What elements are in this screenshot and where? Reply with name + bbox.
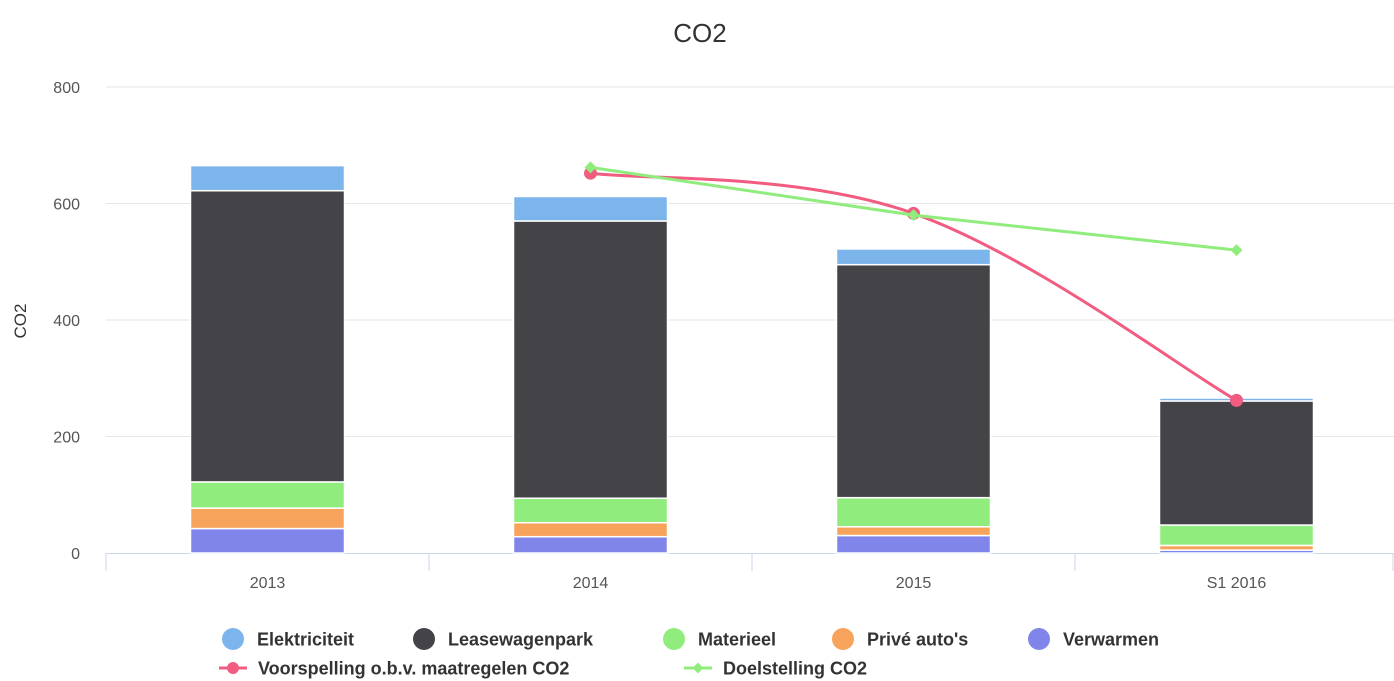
x-tick-label: 2013 [250, 575, 286, 592]
legend-symbol [692, 662, 704, 674]
bar-elektriciteit [512, 195, 669, 222]
point-doelstelling-co2 [584, 161, 597, 174]
legend[interactable]: Elektriciteit Leasewagenpark Materieel Priv… [219, 628, 1159, 679]
point-doelstelling-co2 [1230, 244, 1243, 257]
legend-label: Voorspelling o.b.v. maatregelen CO2 [258, 659, 569, 679]
bar-leasewagenpark [189, 189, 346, 483]
y-tick-label: 200 [53, 430, 80, 447]
bar-verwarmen [835, 534, 992, 554]
bar-leasewagenpark [512, 220, 669, 499]
y-tick-label: 400 [53, 313, 80, 330]
bar-elektriciteit [189, 164, 346, 192]
legend-symbol [413, 628, 435, 650]
bar-materieel [512, 497, 669, 524]
legend-symbol [832, 628, 854, 650]
bar-verwarmen [512, 535, 669, 554]
x-tick-label: 2015 [896, 575, 932, 592]
point-doelstelling-co2 [907, 209, 920, 222]
chart-title: CO2 [673, 18, 726, 48]
bar-materieel [1158, 524, 1315, 547]
legend-item-leasewagenpark[interactable]: Leasewagenpark [413, 628, 594, 650]
x-tick-label: S1 2016 [1207, 575, 1267, 592]
y-tick-label: 0 [71, 546, 80, 563]
stacked-bars [189, 164, 1315, 554]
legend-label: Privé auto's [867, 630, 968, 650]
x-axis: 2013 2014 2015 S1 2016 [105, 553, 1394, 592]
legend-label: Leasewagenpark [448, 630, 594, 650]
bar-materieel [835, 496, 992, 528]
legend-item-materieel[interactable]: Materieel [663, 628, 776, 650]
y-tick-label: 600 [53, 197, 80, 214]
bar-elektriciteit [835, 248, 992, 266]
y-tick-label: 800 [53, 80, 80, 97]
line-series [584, 161, 1243, 407]
bar-priv-auto-s [189, 507, 346, 530]
bar-verwarmen [189, 527, 346, 554]
legend-symbol [227, 662, 239, 674]
y-axis-title: CO2 [11, 304, 30, 339]
point-voorspelling-o-b-v-maatregelen-co2 [1230, 393, 1243, 407]
legend-item-doelstelling-co2[interactable]: Doelstelling CO2 [684, 659, 867, 679]
legend-symbol [663, 628, 685, 650]
legend-symbol [222, 628, 244, 650]
legend-item-voorspelling-o-b-v-maatregelen-co2[interactable]: Voorspelling o.b.v. maatregelen CO2 [219, 659, 569, 679]
legend-item-priv-auto-s[interactable]: Privé auto's [832, 628, 968, 650]
legend-label: Materieel [698, 630, 776, 650]
legend-item-verwarmen[interactable]: Verwarmen [1028, 628, 1159, 650]
legend-label: Doelstelling CO2 [723, 659, 867, 679]
legend-label: Verwarmen [1063, 630, 1159, 650]
legend-symbol [1028, 628, 1050, 650]
legend-item-elektriciteit[interactable]: Elektriciteit [222, 628, 354, 650]
bar-leasewagenpark [835, 263, 992, 499]
bar-leasewagenpark [1158, 400, 1315, 526]
bar-priv-auto-s [512, 521, 669, 538]
x-tick-label: 2014 [573, 575, 609, 592]
bar-priv-auto-s [835, 526, 992, 537]
legend-label: Elektriciteit [257, 630, 354, 650]
y-axis-ticks: 0 200 400 600 800 [53, 80, 80, 563]
bar-materieel [189, 481, 346, 509]
